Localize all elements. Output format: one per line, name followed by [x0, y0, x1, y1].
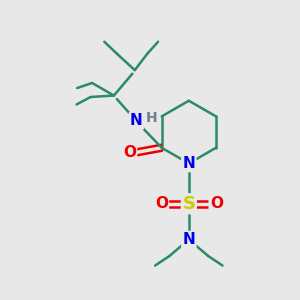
Text: O: O [123, 145, 136, 160]
Text: N: N [182, 156, 195, 171]
Text: O: O [155, 196, 168, 211]
Text: S: S [182, 195, 195, 213]
Text: N: N [182, 232, 195, 247]
Text: H: H [146, 112, 158, 125]
Text: N: N [130, 113, 143, 128]
Text: O: O [210, 196, 223, 211]
